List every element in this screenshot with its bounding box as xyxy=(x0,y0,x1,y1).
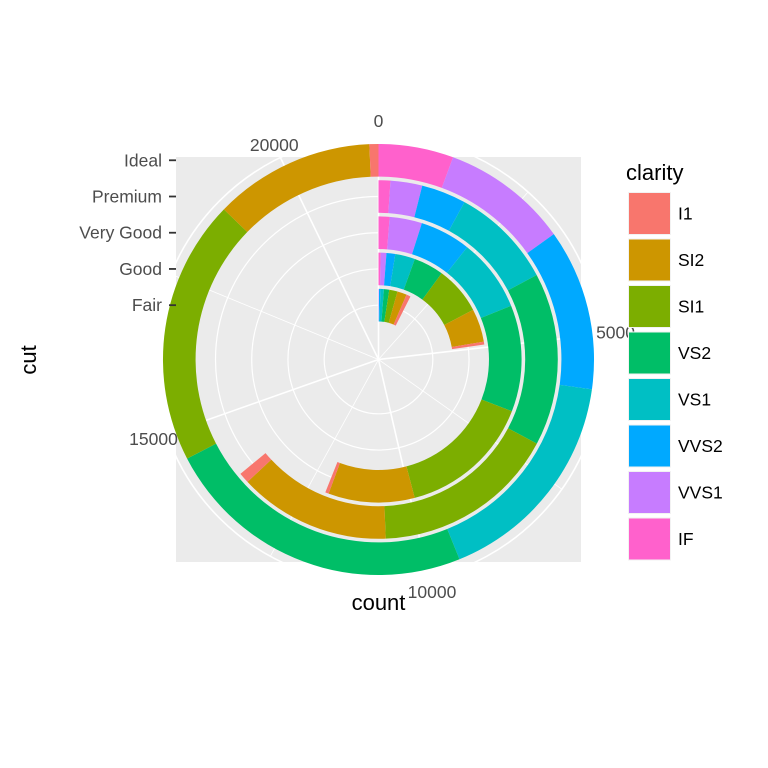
bar-very-good-si2 xyxy=(328,463,415,503)
bar-fair-vs1 xyxy=(379,288,384,322)
radius-tick-label-ideal: Ideal xyxy=(124,150,162,170)
legend-swatch-if xyxy=(629,518,670,560)
bar-fair-i1 xyxy=(393,294,411,326)
bar-very-good-vs1 xyxy=(446,247,512,319)
theta-tick-label-15000: 15000 xyxy=(129,429,178,449)
bar-ideal-vvs2 xyxy=(527,234,595,390)
legend-swatch-vvs1 xyxy=(629,472,670,513)
legend-swatch-vs1 xyxy=(629,379,670,420)
bar-very-good-vvs2 xyxy=(412,223,468,273)
bar-premium-if xyxy=(378,180,391,214)
bar-ideal-i1 xyxy=(369,143,379,177)
bar-good-vs2 xyxy=(403,259,442,300)
legend-items: I1 SI2 SI1 VS2 VS1 VVS2 VVS1 IF xyxy=(628,192,723,561)
bar-good-vvs2 xyxy=(384,252,396,287)
bar-ideal-vs2 xyxy=(187,443,460,576)
legend-swatch-si2 xyxy=(629,239,670,281)
y-axis-title: cut xyxy=(16,345,41,374)
bar-ideal-si2 xyxy=(223,144,371,233)
bar-good-i1 xyxy=(451,341,485,350)
legend-label-vvs1: VVS1 xyxy=(678,483,723,503)
bar-ideal-if xyxy=(378,143,454,188)
bar-very-good-i1 xyxy=(325,462,340,494)
legend-swatch-vs2 xyxy=(629,332,670,374)
bar-fair-si2 xyxy=(388,291,407,325)
bars-layer xyxy=(162,143,595,576)
theta-tick-label-20000: 20000 xyxy=(250,135,299,155)
bar-good-vs1 xyxy=(390,253,415,290)
bar-premium-vs1 xyxy=(448,202,537,291)
legend-swatch-i1 xyxy=(629,193,670,234)
bar-good-si1 xyxy=(422,273,474,325)
bar-good-vvs1 xyxy=(380,252,387,286)
theta-tick-label-5000: 5000 xyxy=(596,323,635,343)
legend-swatch-si1 xyxy=(629,286,670,327)
legend-label-vs2: VS2 xyxy=(678,343,711,363)
legend-swatch-vvs2 xyxy=(629,425,670,467)
theta-tick-labels: 0 5000 10000 15000 20000 xyxy=(129,111,635,602)
radius-axis: Fair Good Very Good Premium Ideal xyxy=(79,150,176,315)
radius-tick-label-very-good: Very Good xyxy=(79,223,162,243)
bar-good-if xyxy=(378,252,381,286)
legend-label-si2: SI2 xyxy=(678,250,704,270)
legend-title: clarity xyxy=(626,160,683,185)
bar-premium-si2 xyxy=(247,459,386,539)
legend: clarity I1 SI2 SI1 VS2 VS1 VVS2 VVS1 IF xyxy=(626,160,723,561)
bar-good-si2 xyxy=(444,309,484,348)
bar-fair-vs2 xyxy=(381,289,390,322)
bar-very-good-vs2 xyxy=(480,305,522,412)
bar-premium-vvs2 xyxy=(414,185,465,231)
bar-ideal-vs1 xyxy=(447,384,592,560)
bar-very-good-si1 xyxy=(406,399,512,498)
bar-ideal-si1 xyxy=(162,209,248,459)
bar-premium-si1 xyxy=(384,428,537,539)
legend-label-vs1: VS1 xyxy=(678,390,711,410)
bar-very-good-vvs1 xyxy=(387,216,422,255)
radius-tick-label-fair: Fair xyxy=(132,295,162,315)
legend-label-if: IF xyxy=(678,529,694,549)
legend-label-si1: SI1 xyxy=(678,297,704,317)
bar-premium-i1 xyxy=(240,453,272,482)
legend-label-i1: I1 xyxy=(678,204,693,224)
bar-premium-vvs1 xyxy=(388,180,423,218)
legend-label-vvs2: VVS2 xyxy=(678,436,723,456)
radius-tick-label-good: Good xyxy=(119,259,162,279)
theta-tick-label-10000: 10000 xyxy=(408,582,457,602)
bar-very-good-if xyxy=(378,216,390,250)
bar-fair-si1 xyxy=(384,289,398,323)
theta-tick-label-0: 0 xyxy=(374,111,384,131)
bar-ideal-vvs1 xyxy=(441,157,554,254)
x-axis-title: count xyxy=(352,590,406,615)
bar-premium-vs2 xyxy=(507,275,558,444)
bar-fair-vvs2 xyxy=(378,288,381,322)
radius-tick-label-premium: Premium xyxy=(92,187,162,207)
